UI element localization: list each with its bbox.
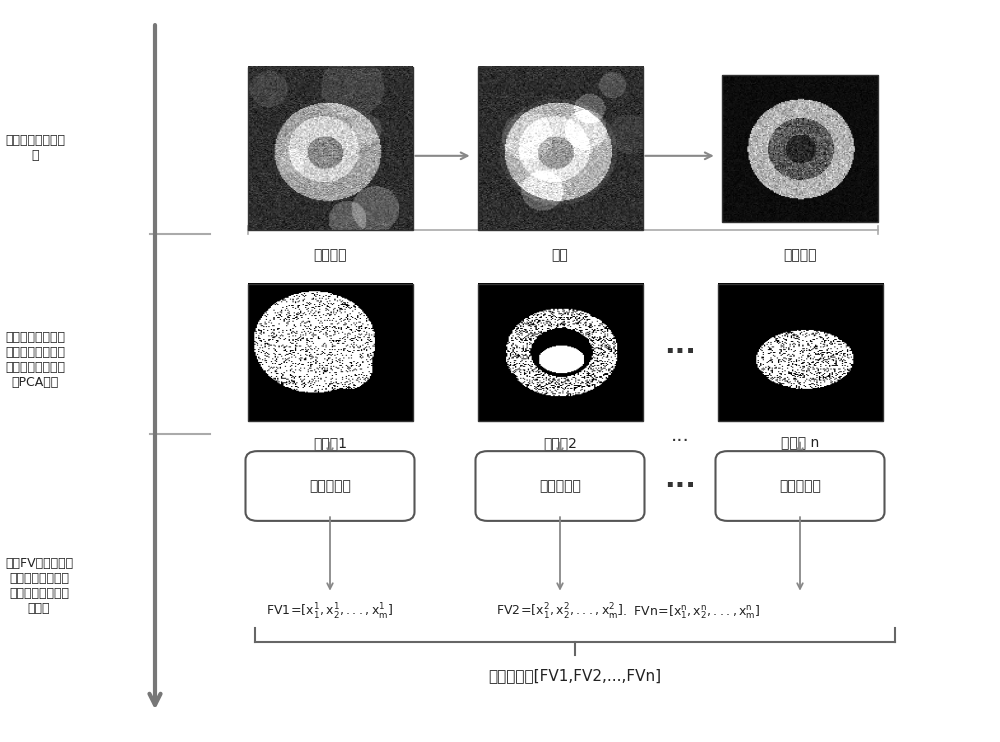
Bar [478, 67, 643, 230]
Text: 肿瘾区域: 肿瘾区域 [313, 249, 347, 263]
Bar [248, 284, 413, 421]
Text: 子区域 n: 子区域 n [781, 436, 819, 450]
Text: 局部特征集: 局部特征集 [539, 479, 581, 493]
Text: 肿瘾区域扩增和划
分: 肿瘾区域扩增和划 分 [5, 134, 65, 162]
Text: 使用FV算法将每个
局部特征集聚合成
一个向量，然后首
尾相连: 使用FV算法将每个 局部特征集聚合成 一个向量，然后首 尾相连 [5, 557, 73, 615]
Bar [478, 284, 643, 421]
Text: 扩增: 扩增 [552, 249, 568, 263]
Bar [722, 75, 878, 222]
Bar [248, 67, 413, 230]
Text: 子区块2: 子区块2 [543, 436, 577, 450]
Text: 局部特征集: 局部特征集 [779, 479, 821, 493]
FancyBboxPatch shape [716, 451, 885, 521]
Bar [718, 284, 883, 421]
FancyBboxPatch shape [476, 451, 645, 521]
Text: $\mathrm{FV2\!=\![x^{2}_{1},x^{2}_{2},...,x^{2}_{m}]}$: $\mathrm{FV2\!=\![x^{2}_{1},x^{2}_{2},..… [496, 602, 624, 623]
Text: 特征表达＝[FV1,FV2,...,FVn]: 特征表达＝[FV1,FV2,...,FVn] [488, 668, 662, 683]
FancyBboxPatch shape [246, 451, 415, 521]
Text: 子区块1: 子区块1 [313, 436, 347, 450]
Text: ···: ··· [671, 432, 689, 451]
Text: 区域划分: 区域划分 [783, 249, 817, 263]
Text: ···: ··· [664, 472, 696, 500]
Text: ···: ··· [664, 338, 696, 367]
Text: 以每个像素点为中
心提取小的图像块
作为局部特征，然
后PCA降维: 以每个像素点为中 心提取小的图像块 作为局部特征，然 后PCA降维 [5, 331, 65, 389]
Text: $\mathrm{...\ FVn\!=\![x^{n}_{1},x^{n}_{2},...,x^{n}_{m}]}$: $\mathrm{...\ FVn\!=\![x^{n}_{1},x^{n}_{… [610, 603, 760, 621]
Text: $\mathrm{FV1\!=\![x^{1}_{1},x^{1}_{2},...,x^{1}_{m}]}$: $\mathrm{FV1\!=\![x^{1}_{1},x^{1}_{2},..… [266, 602, 394, 623]
Text: 局部特征集: 局部特征集 [309, 479, 351, 493]
